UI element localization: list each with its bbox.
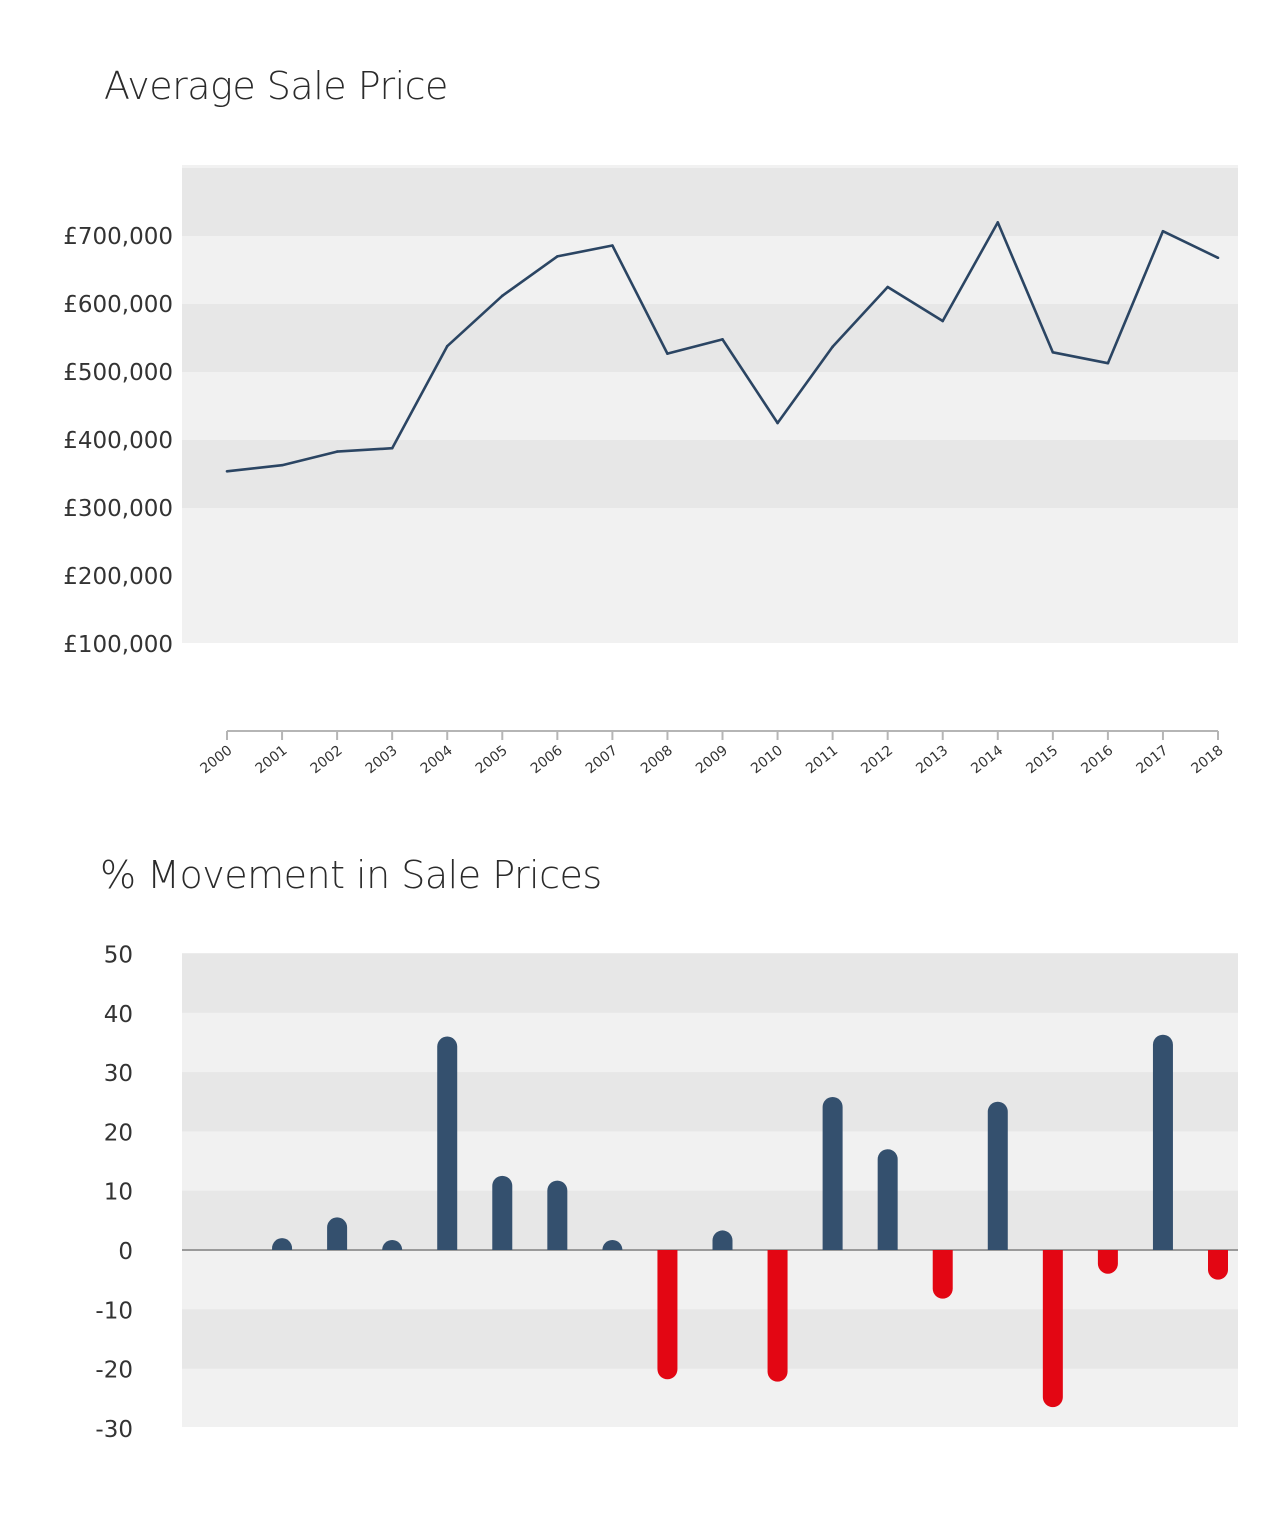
chart-title-average-sale-price: Average Sale Price bbox=[104, 64, 448, 108]
grid-band bbox=[182, 1072, 1238, 1132]
data-point bbox=[280, 463, 284, 467]
grid-band bbox=[182, 1190, 1238, 1250]
y-tick-label: £700,000 bbox=[63, 224, 173, 250]
data-point bbox=[666, 352, 669, 355]
y-tick-label: 10 bbox=[104, 1180, 133, 1206]
y-tick-label: -20 bbox=[95, 1358, 133, 1384]
bar-negative bbox=[767, 1250, 788, 1382]
data-point bbox=[941, 319, 945, 323]
y-tick-label: £400,000 bbox=[63, 428, 173, 454]
y-tick-label: 20 bbox=[104, 1120, 133, 1146]
data-point bbox=[1161, 229, 1165, 233]
bar-positive bbox=[492, 1175, 513, 1250]
data-point bbox=[1051, 350, 1055, 354]
bar-positive bbox=[602, 1240, 623, 1250]
bar-negative bbox=[1042, 1250, 1063, 1408]
bar-positive bbox=[712, 1230, 733, 1250]
y-tick-label: 40 bbox=[104, 1002, 133, 1028]
y-tick-label: 0 bbox=[118, 1239, 133, 1265]
plot-background bbox=[182, 165, 1238, 643]
data-point bbox=[1216, 256, 1220, 260]
y-tick-label: -30 bbox=[95, 1417, 133, 1443]
bar-positive bbox=[327, 1217, 348, 1250]
data-point bbox=[611, 244, 614, 247]
data-point bbox=[225, 469, 229, 473]
chart-title-movement: % Movement in Sale Prices bbox=[100, 853, 602, 897]
y-tick-label: £100,000 bbox=[63, 632, 173, 658]
data-point bbox=[886, 285, 889, 289]
data-point bbox=[831, 345, 834, 349]
data-point bbox=[996, 221, 1000, 224]
bar-positive bbox=[437, 1036, 458, 1250]
average-sale-price-chart: £100,000 £200,000 £300,000 £400,000 £500,000… bbox=[63, 165, 1238, 777]
y-tick-label: £200,000 bbox=[63, 564, 173, 590]
data-point bbox=[500, 294, 504, 298]
data-point bbox=[445, 344, 449, 348]
bar-negative bbox=[1097, 1250, 1118, 1274]
bar-positive bbox=[382, 1240, 403, 1250]
data-point bbox=[1106, 361, 1110, 365]
bar-positive bbox=[877, 1149, 898, 1250]
grid-band bbox=[182, 304, 1238, 372]
data-point bbox=[776, 421, 779, 425]
bar-positive bbox=[822, 1097, 843, 1250]
bar-negative bbox=[932, 1250, 953, 1299]
data-point bbox=[721, 338, 724, 341]
bar-positive bbox=[272, 1238, 293, 1250]
grid-band bbox=[182, 953, 1238, 1013]
y-tick-label: £600,000 bbox=[63, 292, 173, 318]
bar-positive bbox=[1152, 1034, 1173, 1250]
grid-band bbox=[182, 1309, 1238, 1369]
data-point bbox=[335, 450, 339, 453]
y-tick-label: 30 bbox=[104, 1061, 133, 1087]
y-tick-label: -10 bbox=[95, 1298, 133, 1324]
bar-positive bbox=[987, 1101, 1008, 1250]
bar-negative bbox=[657, 1250, 678, 1380]
grid-band bbox=[182, 168, 1238, 236]
y-tick-label: 50 bbox=[104, 943, 133, 969]
bar-positive bbox=[547, 1180, 568, 1250]
y-tick-label: £300,000 bbox=[63, 496, 173, 522]
y-tick-label: £500,000 bbox=[63, 360, 173, 386]
data-point bbox=[556, 255, 559, 258]
bar-negative bbox=[1208, 1250, 1228, 1280]
data-point bbox=[390, 446, 394, 450]
